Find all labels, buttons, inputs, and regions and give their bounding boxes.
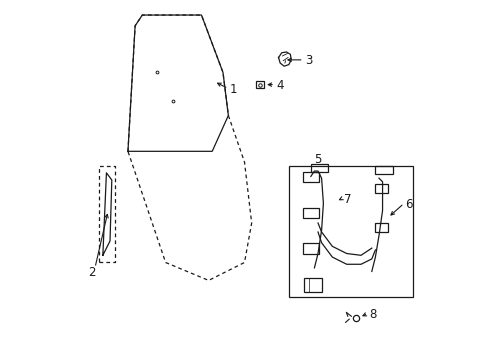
Text: 8: 8 xyxy=(368,308,376,321)
Text: 7: 7 xyxy=(344,193,351,206)
Bar xyxy=(303,278,322,292)
Text: 3: 3 xyxy=(304,54,311,67)
Text: 4: 4 xyxy=(276,79,283,92)
Bar xyxy=(289,166,412,297)
Text: 1: 1 xyxy=(229,83,237,96)
Text: 5: 5 xyxy=(314,153,321,166)
Bar xyxy=(302,208,318,218)
Bar xyxy=(302,243,318,253)
Text: 2: 2 xyxy=(88,266,96,279)
Bar xyxy=(310,164,327,172)
Bar xyxy=(375,166,392,174)
Bar xyxy=(374,184,387,193)
Bar xyxy=(302,172,318,182)
Bar xyxy=(256,81,264,88)
Bar xyxy=(374,223,387,232)
Text: 6: 6 xyxy=(405,198,412,211)
